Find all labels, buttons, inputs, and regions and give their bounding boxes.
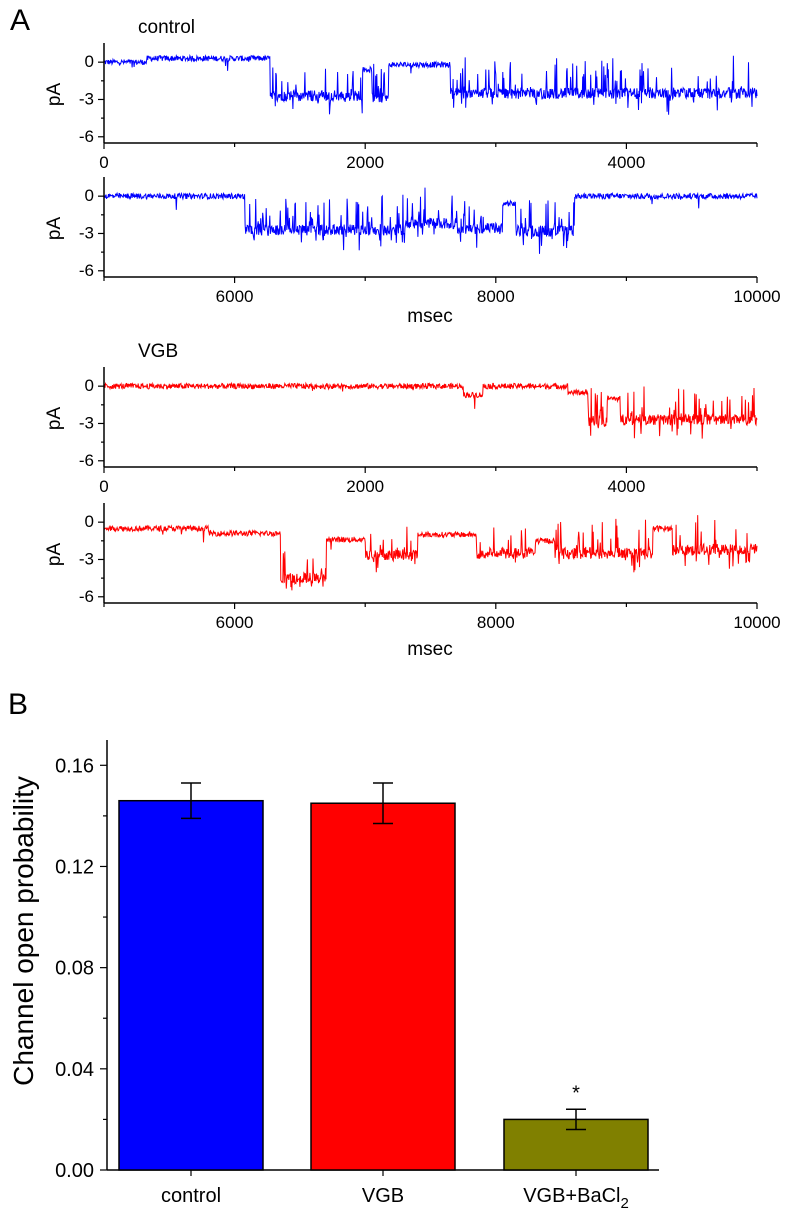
y-axis-title: pA bbox=[44, 407, 65, 431]
x-tick-label: 10000 bbox=[733, 287, 780, 306]
x-tick-label: 0 bbox=[99, 153, 108, 172]
y-axis-title: pA bbox=[44, 543, 65, 567]
bar-control bbox=[118, 799, 264, 1171]
bar-y-tick-label: 0.12 bbox=[55, 856, 94, 878]
y-tick-label: 0 bbox=[85, 376, 94, 395]
y-tick-label: -3 bbox=[79, 549, 94, 568]
y-tick-label: -6 bbox=[79, 261, 94, 280]
condition-label-control: control bbox=[138, 17, 195, 38]
trace-panel-vgb-0-5000: 0 -3 -6 pA 0 2000 4000 bbox=[44, 367, 758, 496]
bar-vgb bbox=[310, 802, 456, 1171]
x-axis-title-control: msec bbox=[407, 306, 452, 327]
y-tick-label: -3 bbox=[79, 223, 94, 242]
panel-letter-b: B bbox=[8, 688, 28, 721]
bar-chart-y-axis-title: Channel open probability bbox=[8, 776, 39, 1086]
x-axis-title-vgb: msec bbox=[407, 639, 452, 660]
y-tick-label: 0 bbox=[85, 512, 94, 531]
trace-panel-vgb-5000-10000: 0 -3 -6 pA 6000 8000 10000 bbox=[44, 503, 781, 632]
current-trace-vgb-0 bbox=[103, 381, 758, 439]
current-trace-control-0 bbox=[103, 53, 758, 115]
x-tick-label: 6000 bbox=[216, 613, 254, 632]
bar-y-tick-label: 0.08 bbox=[55, 958, 94, 980]
y-tick-label: 0 bbox=[85, 52, 94, 71]
y-axis-title: pA bbox=[44, 217, 65, 241]
current-trace-control-1 bbox=[103, 187, 758, 254]
y-axis-title: pA bbox=[44, 83, 65, 107]
y-tick-label: -3 bbox=[79, 89, 94, 108]
x-tick-label: 10000 bbox=[733, 613, 780, 632]
x-tick-label: 8000 bbox=[477, 613, 515, 632]
y-tick-label: -3 bbox=[79, 413, 94, 432]
x-tick-label: 6000 bbox=[216, 287, 254, 306]
significance-marker: * bbox=[572, 1082, 580, 1104]
y-tick-label: -6 bbox=[79, 451, 94, 470]
x-tick-label: 8000 bbox=[477, 287, 515, 306]
x-tick-label: 4000 bbox=[607, 477, 645, 496]
bar-y-tick-label: 0.16 bbox=[55, 755, 94, 777]
x-tick-label: 0 bbox=[99, 477, 108, 496]
y-tick-label: -6 bbox=[79, 587, 94, 606]
bar-category-label: control bbox=[161, 1185, 221, 1207]
trace-panel-control-5000-10000: 0 -3 -6 pA 6000 8000 10000 bbox=[44, 177, 781, 306]
x-tick-label: 2000 bbox=[346, 153, 384, 172]
x-tick-label: 4000 bbox=[607, 153, 645, 172]
x-tick-label: 2000 bbox=[346, 477, 384, 496]
bar-y-tick-label: 0.00 bbox=[55, 1160, 94, 1182]
bar-category-label: VGB+BaCl2 bbox=[523, 1185, 629, 1212]
bar-category-label: VGB bbox=[362, 1185, 404, 1207]
y-tick-label: 0 bbox=[85, 186, 94, 205]
current-trace-vgb-1 bbox=[103, 515, 758, 591]
condition-label-vgb: VGB bbox=[138, 341, 178, 362]
bar-y-tick-label: 0.04 bbox=[55, 1059, 94, 1081]
bar-chart-open-probability: 0.00 0.04 0.08 0.12 0.16 control VGB VGB+BaCl2 * bbox=[55, 740, 659, 1212]
panel-letter-a: A bbox=[10, 4, 30, 37]
y-tick-label: -6 bbox=[79, 127, 94, 146]
trace-panel-control-0-5000: 0 -3 -6 pA 0 2000 4000 bbox=[44, 43, 758, 172]
